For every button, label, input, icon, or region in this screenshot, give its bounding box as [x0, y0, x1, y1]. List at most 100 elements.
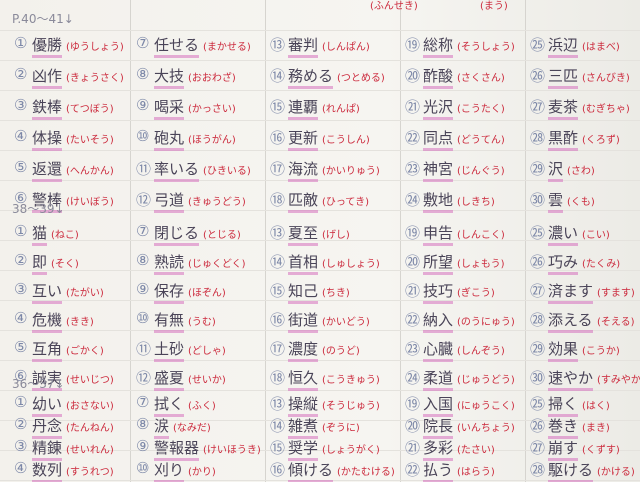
- item-number: ⑯: [270, 129, 286, 147]
- kanji-word: 多彩: [423, 437, 454, 461]
- reading: (はく): [582, 401, 610, 412]
- ruled-line: [0, 300, 640, 301]
- item-number: ⑦: [136, 34, 150, 52]
- section-heading: P.40～41↓: [12, 12, 74, 26]
- reading: (どうてん): [457, 135, 505, 146]
- item-number: ⑤: [14, 338, 28, 356]
- reading: (すうれつ): [66, 467, 114, 478]
- reading: (さわ): [567, 166, 595, 177]
- item-number: ㉗: [530, 282, 546, 300]
- reading: (じゅくどく): [188, 259, 246, 270]
- reading: (ふく): [188, 401, 216, 412]
- item-number: ⑫: [136, 191, 152, 209]
- kanji-word: 凶作: [32, 65, 63, 89]
- kanji-word: 崩す: [548, 437, 579, 461]
- item-number: ㉙: [530, 160, 546, 178]
- kanji-word: 駆ける: [548, 459, 594, 482]
- reading: (とじる): [203, 230, 241, 241]
- item-number: ㉖: [530, 67, 546, 85]
- reading: (ぎこう): [457, 288, 495, 299]
- item-number: ㉕: [530, 395, 546, 413]
- item-number: ③: [14, 280, 28, 298]
- reading: (しょうがく): [322, 445, 380, 456]
- item-number: ㉙: [530, 340, 546, 358]
- reading: (けいほうき): [203, 445, 261, 456]
- item-number: ㉗: [530, 439, 546, 457]
- item-number: ㉗: [530, 98, 546, 116]
- item-number: ㉕: [530, 224, 546, 242]
- reading: (すます): [597, 288, 635, 299]
- kanji-word: 務める: [288, 65, 334, 89]
- column-rule: [400, 0, 401, 482]
- kanji-word: 優勝: [32, 34, 63, 58]
- reading: (せいれん): [66, 445, 114, 456]
- item-number: ㉑: [405, 439, 421, 457]
- reading: (ひってき): [322, 197, 370, 208]
- reading: (こうか): [582, 346, 620, 357]
- kanji-word: 操縦: [288, 393, 319, 417]
- kanji-word: 総称: [423, 34, 454, 58]
- kanji-word: 拭く: [154, 393, 185, 417]
- reading: (れんぱ): [322, 104, 360, 115]
- column-rule: [130, 0, 131, 482]
- reading: (こい): [582, 230, 610, 241]
- reading: (そうじゅう): [322, 401, 380, 412]
- kanji-word: 首相: [288, 251, 319, 275]
- item-number: ⑳: [405, 417, 421, 435]
- column-rule: [265, 0, 266, 482]
- kanji-word: 返還: [32, 158, 63, 182]
- reading: (さくさん): [457, 73, 505, 84]
- reading: (たさい): [457, 445, 495, 456]
- kanji-word: 大技: [154, 65, 185, 89]
- item-number: ⑩: [136, 309, 150, 327]
- reading: (かいどう): [322, 317, 370, 328]
- reading: (はらう): [457, 467, 495, 478]
- kanji-word: 即: [32, 251, 48, 275]
- kanji-word: 夏至: [288, 222, 319, 246]
- reading: (ゆうしょう): [66, 42, 124, 53]
- item-number: ①: [14, 34, 28, 52]
- item-number: ⑬: [270, 224, 286, 242]
- kanji-word: 猫: [32, 222, 48, 246]
- kanji-word: 有無: [154, 309, 185, 333]
- reading: (にゅうこく): [457, 401, 515, 412]
- reading: (くも): [567, 197, 595, 208]
- item-number: ⑬: [270, 36, 286, 54]
- reading: (ほぞん): [188, 288, 226, 299]
- item-number: ㉚: [530, 191, 546, 209]
- kanji-word: 率いる: [154, 158, 200, 182]
- kanji-word: 申告: [423, 222, 454, 246]
- kanji-word: 鉄棒: [32, 96, 63, 120]
- item-number: ㉒: [405, 461, 421, 479]
- kanji-word: 知己: [288, 280, 319, 304]
- item-number: ③: [14, 437, 28, 455]
- reading: (まかせる): [203, 42, 251, 53]
- item-number: ⑥: [14, 189, 28, 207]
- item-number: ⑲: [405, 36, 421, 54]
- item-number: ⑲: [405, 395, 421, 413]
- kanji-word: 納入: [423, 309, 454, 333]
- ruled-line: [0, 240, 640, 241]
- item-number: ⑥: [14, 367, 28, 385]
- reading: (しんぱん): [322, 42, 370, 53]
- reading: (たくみ): [582, 259, 621, 270]
- item-number: ㉚: [530, 369, 546, 387]
- item-number: ⑬: [270, 395, 286, 413]
- kanji-word: 誠実: [32, 367, 63, 391]
- kanji-word: 入国: [423, 393, 454, 417]
- kanji-word: 麦茶: [548, 96, 579, 120]
- reading: (ごかく): [66, 346, 104, 357]
- kanji-word: 弓道: [154, 189, 185, 213]
- item-number: ⑭: [270, 417, 286, 435]
- ruled-line: [0, 60, 640, 61]
- item-number: ⑲: [405, 224, 421, 242]
- item-number: ⑰: [270, 160, 286, 178]
- item-number: ㉔: [405, 191, 421, 209]
- reading: (どしゃ): [188, 346, 226, 357]
- ruled-line: [0, 330, 640, 331]
- item-number: ⑮: [270, 282, 286, 300]
- kanji-word: 濃い: [548, 222, 579, 246]
- kanji-word: 警棒: [32, 189, 63, 213]
- kanji-word: 海流: [288, 158, 319, 182]
- kanji-word: 審判: [288, 34, 319, 58]
